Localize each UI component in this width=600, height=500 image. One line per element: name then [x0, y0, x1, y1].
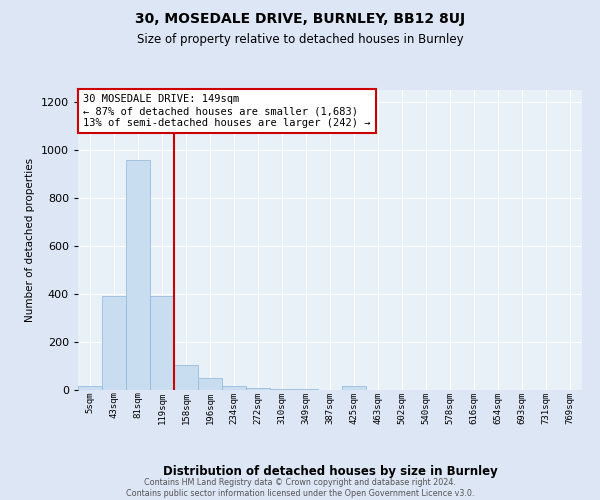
Bar — [78, 386, 102, 390]
Text: 30, MOSEDALE DRIVE, BURNLEY, BB12 8UJ: 30, MOSEDALE DRIVE, BURNLEY, BB12 8UJ — [135, 12, 465, 26]
Bar — [222, 386, 246, 390]
Y-axis label: Number of detached properties: Number of detached properties — [25, 158, 35, 322]
Bar — [126, 160, 150, 390]
Bar — [246, 388, 270, 390]
Bar — [270, 389, 294, 390]
Bar — [294, 389, 318, 390]
Bar — [198, 378, 222, 390]
X-axis label: Distribution of detached houses by size in Burnley: Distribution of detached houses by size … — [163, 466, 497, 478]
Bar — [174, 365, 198, 390]
Bar — [150, 296, 174, 390]
Text: 30 MOSEDALE DRIVE: 149sqm
← 87% of detached houses are smaller (1,683)
13% of se: 30 MOSEDALE DRIVE: 149sqm ← 87% of detac… — [83, 94, 371, 128]
Text: Size of property relative to detached houses in Burnley: Size of property relative to detached ho… — [137, 32, 463, 46]
Bar — [342, 386, 366, 390]
Text: Contains HM Land Registry data © Crown copyright and database right 2024.
Contai: Contains HM Land Registry data © Crown c… — [126, 478, 474, 498]
Bar — [102, 296, 126, 390]
